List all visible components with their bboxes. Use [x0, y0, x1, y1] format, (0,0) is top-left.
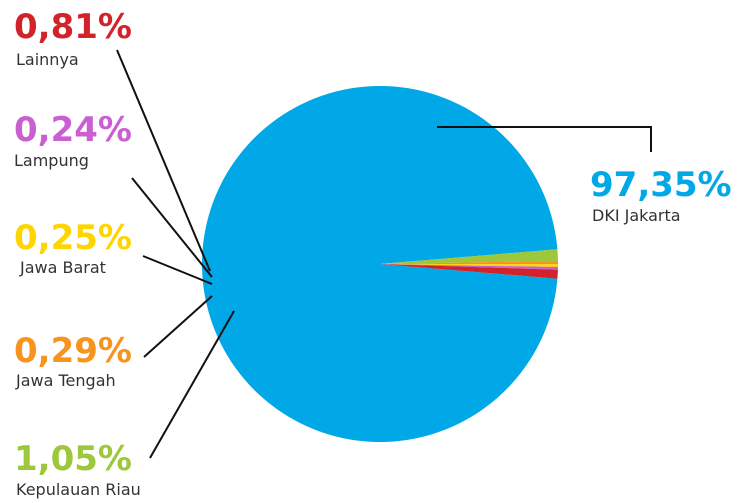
slice-value-label-kepulauan-riau: 1,05%: [14, 439, 132, 479]
pie-slice-dki-jakarta: [201, 86, 558, 443]
leader-line-lainnya: [116, 49, 211, 272]
slice-value-label-jawa-tengah: 0,29%: [14, 331, 132, 371]
leader-line-jawa-tengah: [143, 295, 213, 358]
leader-line-dki-jakarta: [437, 126, 652, 152]
slice-name-label-kepulauan-riau: Kepulauan Riau: [16, 480, 141, 499]
slice-name-label-jawa-barat: Jawa Barat: [19, 258, 106, 277]
pie-slices: [201, 86, 558, 443]
leader-line-lampung: [131, 177, 213, 278]
slice-name-label-jawa-tengah: Jawa Tengah: [15, 371, 116, 390]
pie-slice-lainnya: [380, 264, 558, 279]
leader-line-kepulauan-riau: [149, 310, 235, 459]
slice-value-label-lampung: 0,24%: [14, 110, 132, 150]
slice-value-label-lainnya: 0,81%: [14, 7, 132, 47]
pie-slice-kepulauan-riau: [380, 249, 558, 264]
leader-lines: [116, 49, 652, 459]
leader-line-jawa-barat: [142, 255, 213, 285]
slice-name-label-lampung: Lampung: [14, 151, 89, 170]
slice-labels: 97,35%DKI Jakarta 1,05%Kepulauan Riau 0,29…: [14, 7, 732, 499]
slice-name-label-dki-jakarta: DKI Jakarta: [592, 206, 681, 225]
slice-value-label-jawa-barat: 0,25%: [14, 218, 132, 258]
slice-value-label-dki-jakarta: 97,35%: [590, 165, 732, 205]
pie-slice-jawa-tengah: [380, 260, 558, 265]
pie-slice-lampung: [380, 264, 558, 270]
slice-name-label-lainnya: Lainnya: [16, 50, 79, 69]
pie-slice-jawa-barat: [380, 264, 558, 268]
